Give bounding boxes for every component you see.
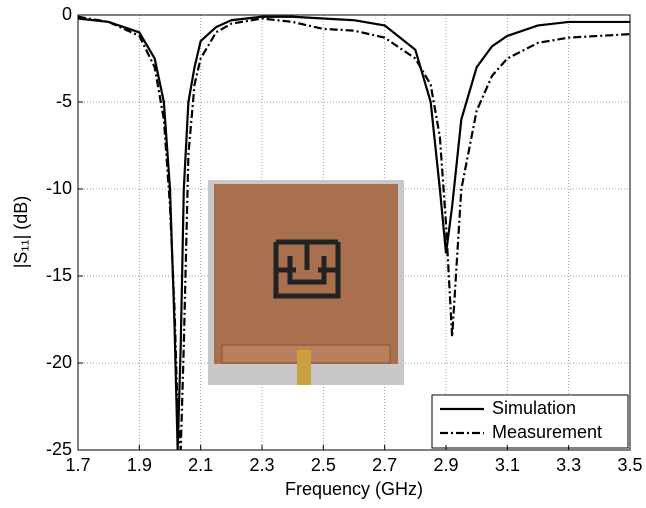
series-line (78, 15, 630, 450)
x-tick-label: 2.5 (311, 455, 336, 475)
x-tick-label: 2.9 (433, 455, 458, 475)
x-tick-label: 2.7 (372, 455, 397, 475)
x-tick-label: 2.3 (249, 455, 274, 475)
legend-label: Measurement (492, 422, 602, 442)
y-tick-label: -15 (46, 265, 72, 285)
y-tick-label: -5 (56, 91, 72, 111)
y-tick-label: -20 (46, 352, 72, 372)
legend-label: Simulation (492, 398, 576, 418)
x-tick-label: 3.5 (617, 455, 642, 475)
y-tick-label: 0 (62, 4, 72, 24)
x-tick-label: 2.1 (188, 455, 213, 475)
x-tick-label: 3.1 (495, 455, 520, 475)
plot-frame (77, 14, 631, 451)
y-tick-label: -25 (46, 439, 72, 459)
y-tick-label: -10 (46, 178, 72, 198)
legend: Simulation Measurement (431, 394, 629, 449)
x-tick-label: 1.9 (127, 455, 152, 475)
x-axis-label: Frequency (GHz) (285, 479, 423, 499)
x-tick-label: 3.3 (556, 455, 581, 475)
y-axis-label: |S₁₁| (dB) (11, 196, 31, 269)
x-tick-label: 1.7 (65, 455, 90, 475)
inset-photo (208, 180, 404, 385)
plot-lines (78, 15, 630, 450)
